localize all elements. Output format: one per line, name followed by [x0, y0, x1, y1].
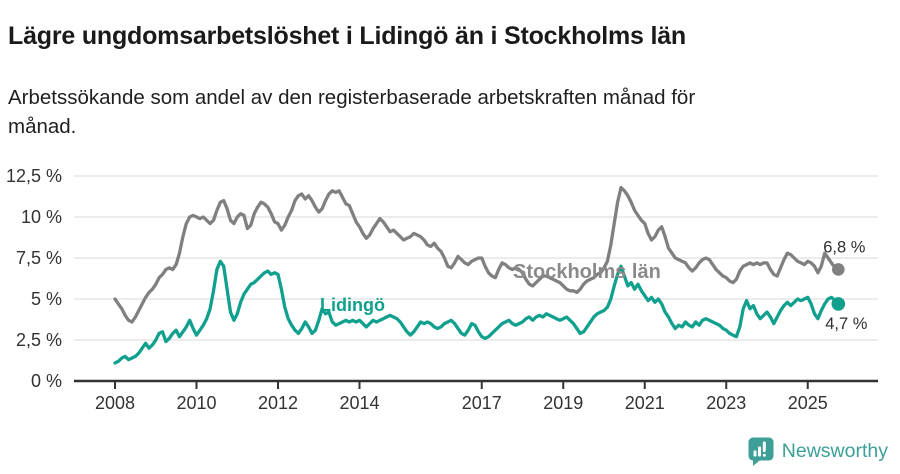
page-title: Lägre ungdomsarbetslöshet i Lidingö än i…: [8, 21, 686, 50]
x-tick-label-2008: 2008: [95, 393, 135, 413]
end-dot-lidingo: [831, 297, 846, 311]
newsworthy-logo-icon: [748, 437, 775, 466]
series-path-lidingo: [113, 259, 840, 365]
series-label-lidingo: Lidingö: [320, 295, 385, 315]
end-dot-stockholms-lan: [832, 263, 845, 276]
x-tick-label-2021: 2021: [625, 393, 665, 413]
x-tick-label-2010: 2010: [176, 393, 216, 413]
y-tick-label-10: 10 %: [21, 207, 62, 227]
x-tick-label-2019: 2019: [543, 393, 583, 413]
x-tick-label-2017: 2017: [462, 393, 502, 413]
y-tick-label-2-5: 2,5 %: [16, 330, 62, 350]
y-tick-label-12-5: 12,5 %: [6, 166, 62, 186]
newsworthy-attribution: Newsworthy: [748, 437, 888, 466]
chart-subtitle-line1: Arbetssökande som andel av den registerb…: [8, 85, 696, 109]
chart-subtitle-line2: månad.: [8, 114, 77, 138]
x-tick-label-2014: 2014: [339, 393, 379, 413]
newsworthy-brand-name: Newsworthy: [781, 440, 888, 462]
x-tick-label-2023: 2023: [706, 393, 746, 413]
y-tick-label-5: 5 %: [31, 289, 62, 309]
series-label-stockholms-lan: Stockholms län: [513, 261, 661, 283]
chart-subtitle: Arbetssökande som andel av den registerb…: [8, 83, 853, 141]
x-tick-label-2012: 2012: [258, 393, 298, 413]
series-path-stockholms-lan: [113, 185, 840, 324]
end-value-label-lidingo: 4,7 %: [825, 315, 868, 333]
unemployment-line-chart: 0 % 2,5 % 5 % 7,5 % 10 % 12,5 % 2008 2010 2012 20…: [6, 166, 878, 413]
x-tick-label-2025: 2025: [788, 393, 828, 413]
y-tick-label-0: 0 %: [31, 371, 62, 391]
end-value-label-stockholms-lan: 6,8 %: [823, 238, 866, 256]
y-tick-label-7-5: 7,5 %: [16, 248, 62, 268]
